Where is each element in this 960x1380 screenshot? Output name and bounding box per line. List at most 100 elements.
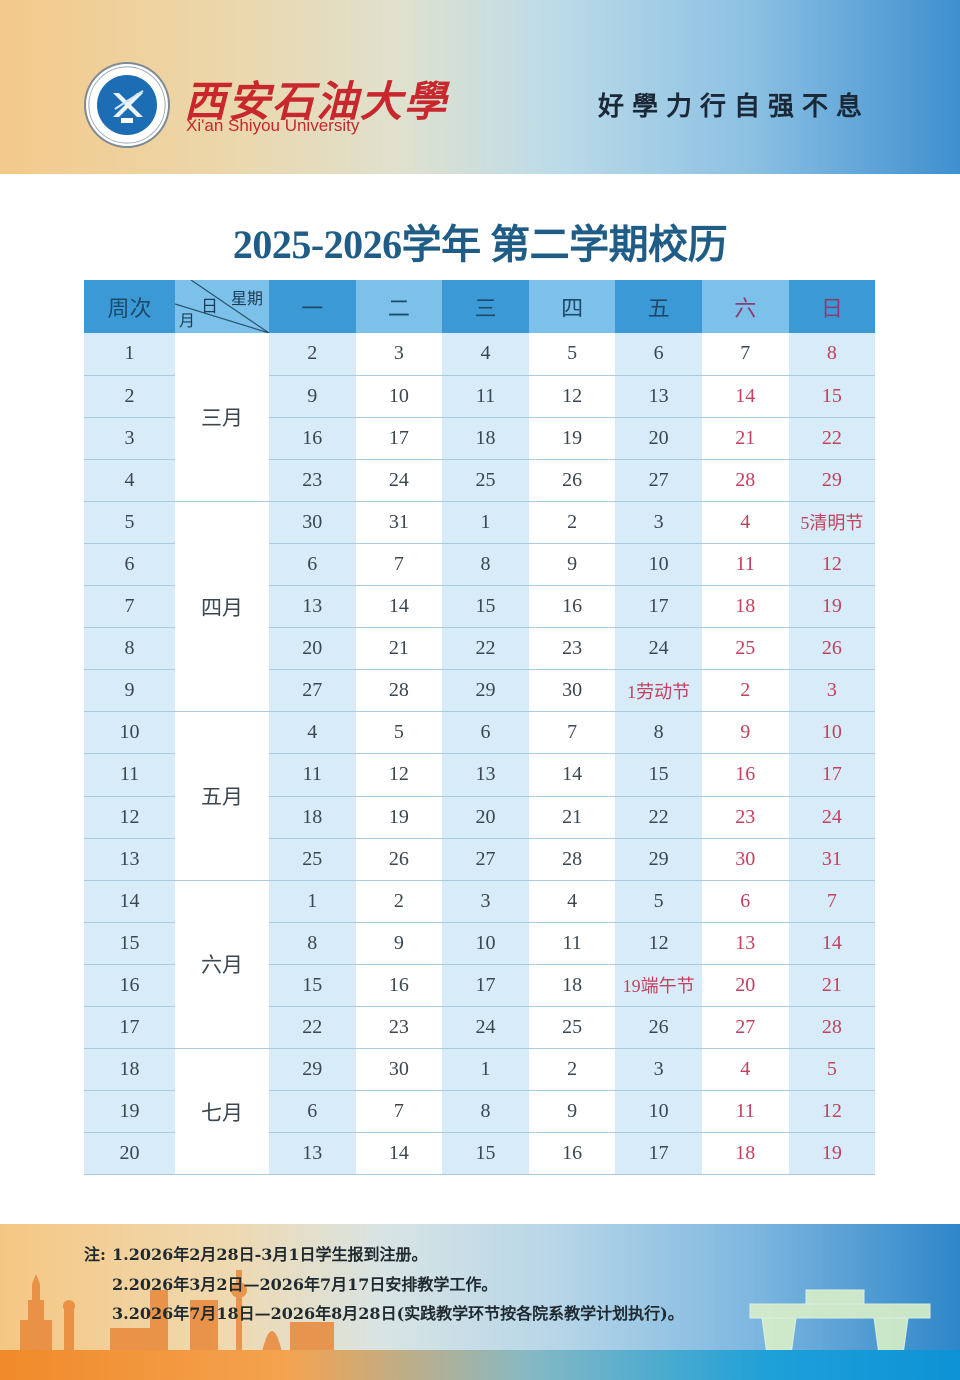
date-cell: 9 [528,543,616,587]
table-row: 14 六月 1 2 3 4 5 6 7 [84,880,876,1050]
date-cell: 3 [442,880,529,923]
date-cell: 10 [355,375,443,418]
date-cell: 4 [269,711,356,755]
date-cell: 25 [528,1006,616,1050]
date-cell: 23 [269,459,356,502]
date-cell: 7 [788,880,876,923]
date-cell: 15 [442,1132,529,1176]
date-cell: 7 [355,543,443,587]
date-cell: 10 [442,922,529,965]
date-cell: 16 [528,1132,616,1176]
header-thu: 四 [528,280,616,333]
week-number-cell: 19 [84,1090,175,1134]
date-cell: 20 [269,627,356,671]
date-cell: 19 [355,796,443,839]
date-cell: 18 [528,964,616,1008]
footer-banner [0,1224,960,1380]
date-cell: 20 [442,796,529,839]
date-cell: 30 [528,669,616,713]
date-cell: 11 [269,753,356,797]
date-cell: 28 [528,838,616,881]
note-item: 注: 1.2026年2月28日-3月1日学生报到注册。 [84,1240,684,1270]
date-cell: 8 [615,711,702,755]
date-cell: 6 [269,1090,356,1134]
table-row: 1 三月 2 3 4 5 6 7 8 [84,333,876,502]
table-row: 19 6 7 8 9 10 11 12 [84,1090,876,1134]
table-row: 7 13 14 15 16 17 18 19 [84,585,876,629]
table-header-row: 周次 星期 日 月 一 二 三 四 五 六 日 [84,280,876,333]
date-cell: 5 [788,1048,876,1092]
date-cell: 30 [701,838,789,881]
emblem-ring-icon [88,66,166,144]
date-cell: 2 [355,880,443,923]
header-day-label: 日 [201,297,218,317]
date-cell: 13 [442,753,529,797]
notes-section: 注: 1.2026年2月28日-3月1日学生报到注册。 2.2026年3月2日—… [84,1240,684,1329]
date-cell: 19 [788,585,876,629]
table-row: 2 9 10 11 12 13 14 15 [84,375,876,418]
date-cell: 26 [528,459,616,502]
date-cell: 16 [269,417,356,460]
date-cell: 12 [788,1090,876,1134]
date-cell: 4 [528,880,616,923]
date-cell: 17 [615,585,702,629]
date-cell: 7 [528,711,616,755]
date-cell: 30 [355,1048,443,1092]
date-cell: 6 [615,333,702,376]
date-cell: 30 [269,501,356,544]
date-cell: 21 [528,796,616,839]
date-cell: 23 [701,796,789,839]
date-cell: 31 [355,501,443,544]
date-cell: 22 [269,1006,356,1050]
date-cell: 18 [701,585,789,629]
holiday-date-cell: 1劳动节 [615,669,702,713]
date-cell: 25 [701,627,789,671]
date-cell: 25 [269,838,356,881]
date-cell: 18 [269,796,356,839]
date-cell: 11 [701,543,789,587]
date-cell: 17 [355,417,443,460]
week-number-cell: 18 [84,1048,175,1092]
date-cell: 18 [442,417,529,460]
date-cell: 15 [788,375,876,418]
date-cell: 28 [355,669,443,713]
week-number-cell: 3 [84,417,175,460]
date-cell: 22 [615,796,702,839]
date-cell: 23 [528,627,616,671]
holiday-date-cell: 19端午节 [615,964,702,1008]
week-number-cell: 20 [84,1132,175,1176]
date-cell: 24 [442,1006,529,1050]
date-cell: 3 [615,501,702,544]
date-cell: 15 [442,585,529,629]
date-cell: 4 [701,501,789,544]
date-cell: 10 [615,543,702,587]
date-cell: 27 [269,669,356,713]
date-cell: 28 [701,459,789,502]
week-number-cell: 1 [84,333,175,376]
date-cell: 7 [701,333,789,376]
date-cell: 13 [269,1132,356,1176]
note-text: 2.2026年3月2日—2026年7月17日安排教学工作。 [112,1274,498,1294]
table-row: 17 22 23 24 25 26 27 28 [84,1006,876,1050]
date-cell: 29 [442,669,529,713]
header-sun: 日 [788,280,876,333]
date-cell: 16 [701,753,789,797]
table-row: 20 13 14 15 16 17 18 19 [84,1132,876,1176]
date-cell: 21 [355,627,443,671]
note-text: 1.2026年2月28日-3月1日学生报到注册。 [112,1245,428,1264]
date-cell: 3 [355,333,443,376]
month-cell: 六月 [175,880,269,1050]
week-number-cell: 17 [84,1006,175,1050]
header-banner: 西安石油大學 Xi'an Shiyou University 好學力行自强不息 [0,0,960,174]
date-cell: 13 [615,375,702,418]
week-number-cell: 12 [84,796,175,839]
date-cell: 13 [269,585,356,629]
date-cell: 10 [615,1090,702,1134]
date-cell: 22 [788,417,876,460]
date-cell: 6 [269,543,356,587]
week-number-cell: 5 [84,501,175,544]
week-number-cell: 16 [84,964,175,1008]
date-cell: 29 [615,838,702,881]
date-cell: 24 [355,459,443,502]
week-number-cell: 8 [84,627,175,671]
